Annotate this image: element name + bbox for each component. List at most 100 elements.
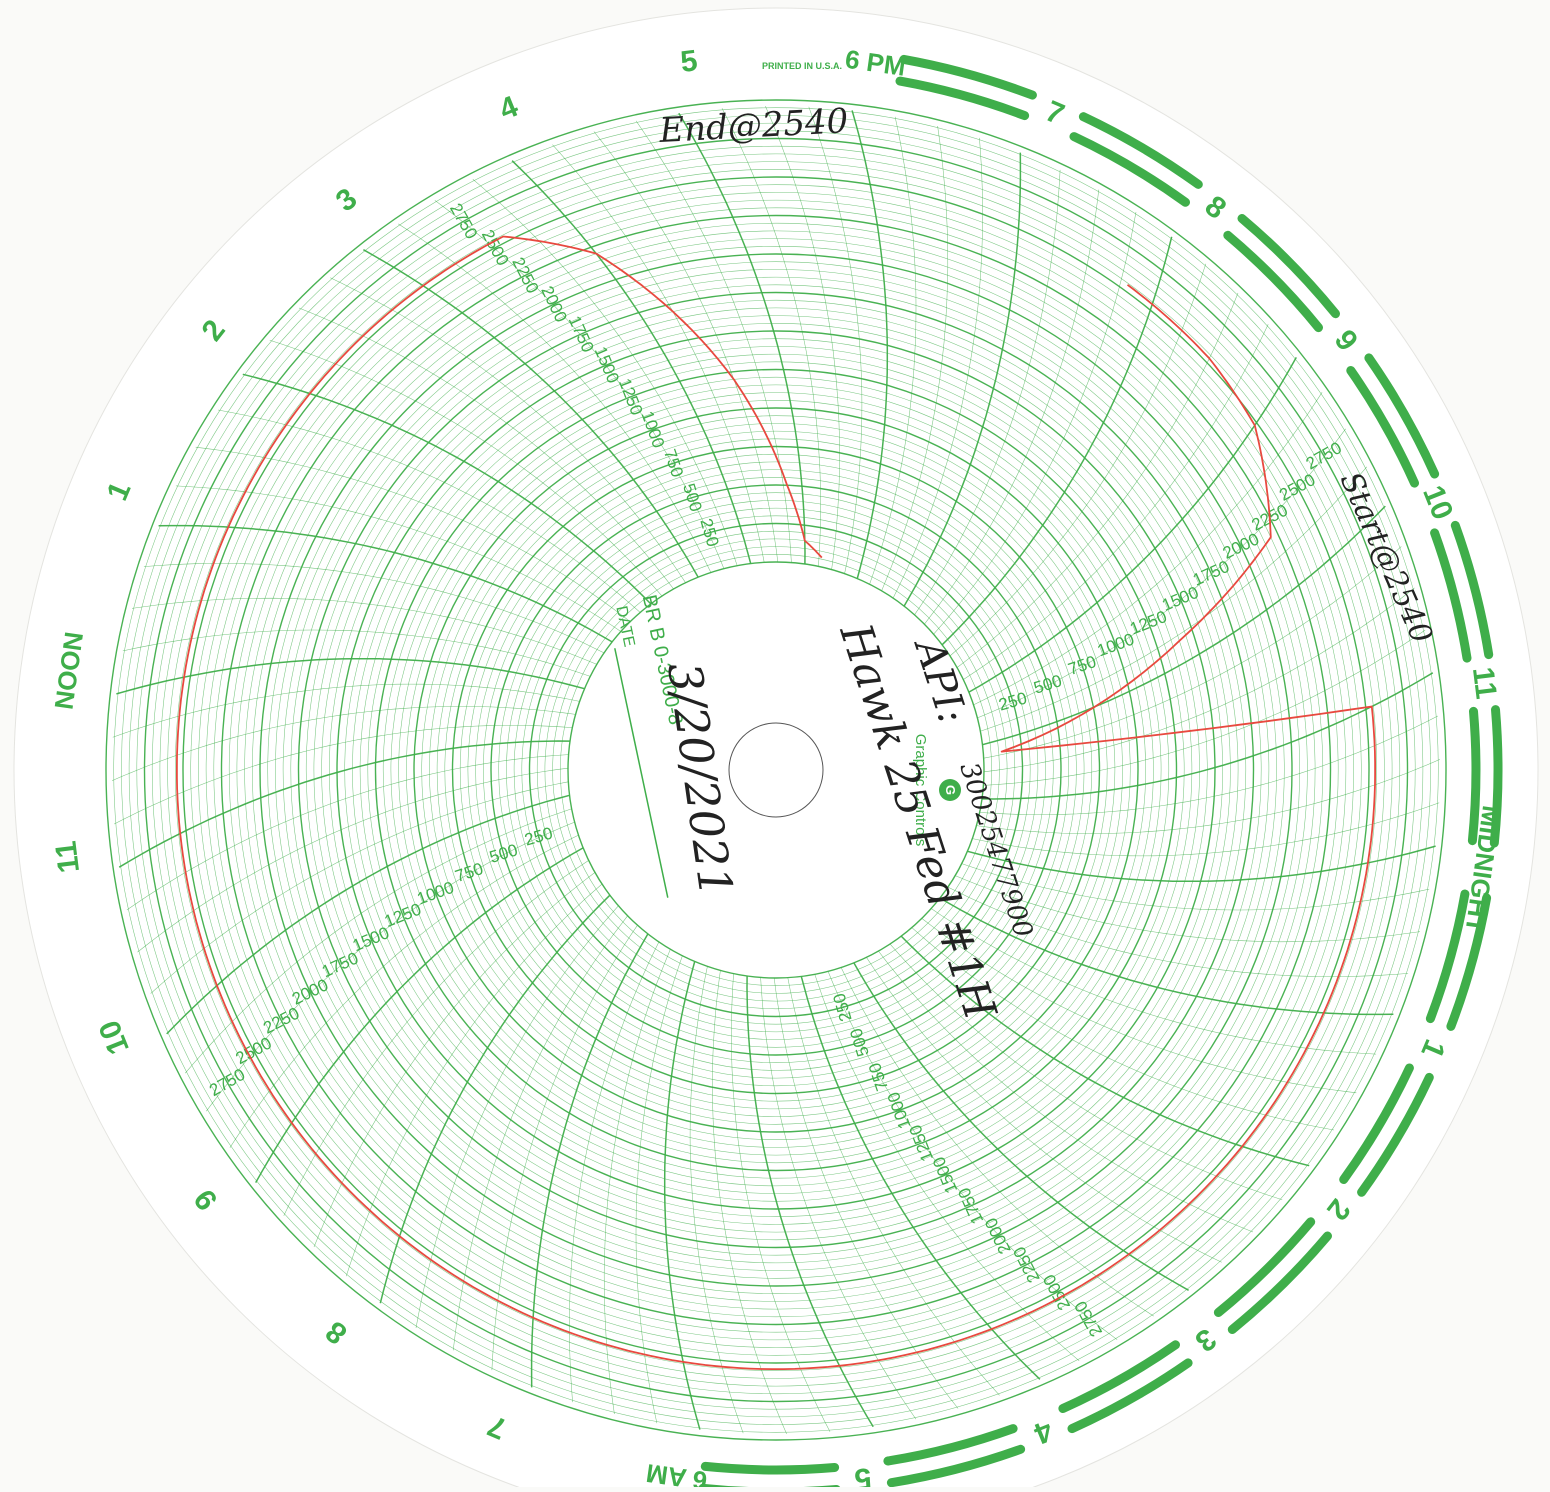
night-band (1339, 1063, 1414, 1184)
minor-ring (313, 307, 1239, 1233)
quarter-hour-arc (635, 120, 792, 563)
night-band (700, 1461, 840, 1475)
hour-arc (166, 794, 570, 1035)
night-band (1069, 132, 1190, 207)
night-band (886, 1444, 1026, 1488)
minor-ring (151, 145, 1401, 1395)
hour-arc (851, 110, 889, 579)
quarter-hour-arc (963, 324, 1269, 680)
quarter-hour-arc (721, 108, 821, 567)
quarter-hour-arc (808, 106, 863, 574)
quarter-hour-arc (924, 189, 1100, 625)
quarter-hour-arc (345, 883, 603, 1277)
quarter-hour-arc (731, 973, 831, 1432)
quarter-hour-arc (491, 925, 638, 1371)
major-ring (528, 522, 1024, 1018)
minor-ring (544, 538, 1008, 1002)
minor-ring (444, 438, 1108, 1102)
quarter-hour-arc (760, 977, 917, 1420)
minor-ring (267, 261, 1285, 1279)
minor-ring (128, 122, 1424, 1418)
pressure-trace (176, 235, 1376, 1370)
hour-arc (903, 152, 1022, 607)
quarter-hour-arc (137, 767, 569, 953)
quarter-hour-arc (814, 974, 1080, 1362)
quarter-hour-arc (593, 131, 779, 563)
hour-arc (242, 373, 652, 605)
hour-arc (678, 112, 806, 565)
hour-arc (663, 961, 701, 1430)
quarter-hour-arc (122, 629, 591, 677)
quarter-hour-arc (143, 563, 605, 654)
quarter-hour-arc (218, 409, 641, 613)
hour-arc (511, 160, 752, 564)
quarter-hour-arc (689, 966, 744, 1434)
quarter-hour-arc (866, 957, 1222, 1263)
hour-arc (118, 740, 571, 868)
paper-disc (13, 7, 1539, 1492)
end-note: End@2540 (657, 101, 849, 151)
minor-ring (536, 530, 1016, 1010)
quarter-hour-arc (947, 886, 1409, 977)
quarter-hour-arc (111, 706, 576, 781)
major-ring (105, 99, 1447, 1441)
quarter-hour-arc (977, 428, 1346, 719)
minor-ring (175, 169, 1377, 1371)
minor-ring (290, 284, 1262, 1256)
quarter-hour-arc (175, 485, 621, 632)
minor-ring (236, 230, 1316, 1310)
night-band (1467, 706, 1481, 846)
quarter-hour-arc (765, 105, 840, 570)
night-band (1450, 520, 1494, 660)
quarter-hour-arc (195, 446, 631, 622)
quarter-hour-arc (313, 872, 596, 1248)
major-ring (490, 484, 1062, 1056)
night-band (1357, 1072, 1434, 1197)
quarter-hour-arc (914, 169, 1061, 615)
minor-ring (421, 415, 1131, 1125)
minor-ring (282, 276, 1270, 1264)
date-underline (614, 648, 669, 898)
quarter-hour-arc (452, 915, 628, 1351)
hour-arc (981, 672, 1434, 800)
quarter-hour-arc (229, 834, 579, 1148)
quarter-hour-arc (827, 971, 1118, 1340)
hour-arc (379, 894, 611, 1304)
hour-arc (967, 845, 1436, 883)
quarter-hour-arc (869, 116, 917, 585)
quarter-hour-arc (787, 977, 1000, 1396)
quarter-hour-arc (184, 808, 572, 1074)
major-ring (220, 214, 1332, 1326)
night-band (1078, 112, 1203, 189)
quarter-hour-arc (889, 943, 1283, 1201)
hour-label: 11 (49, 839, 86, 875)
minor-ring (252, 246, 1300, 1294)
paper-disc-layer (13, 7, 1539, 1492)
quarter-hour-arc (269, 339, 663, 597)
major-ring (451, 445, 1101, 1095)
hour-label: 5 (679, 44, 700, 79)
minor-ring (205, 199, 1347, 1341)
major-ring (336, 330, 1216, 1210)
quarter-hour-arc (569, 941, 660, 1403)
quarter-hour-arc (931, 908, 1377, 1055)
quarter-hour-arc (983, 587, 1415, 773)
quarter-hour-arc (398, 223, 712, 573)
minor-ring (436, 430, 1116, 1110)
minor-ring (159, 153, 1393, 1387)
quarter-hour-arc (983, 629, 1426, 786)
quarter-hour-arc (911, 927, 1334, 1131)
minor-ring (359, 353, 1193, 1187)
night-band (883, 1424, 1018, 1466)
hour-arc (900, 935, 1310, 1167)
quarter-hour-arc (472, 178, 738, 566)
night-band (1213, 1217, 1316, 1317)
night-band (1425, 889, 1470, 1024)
hour-arc (800, 976, 1041, 1380)
hour-arc (530, 933, 649, 1388)
quarter-hour-arc (976, 759, 1441, 834)
brand-logo-group: G Graphic Controls (912, 734, 961, 846)
quarter-hour-arc (892, 137, 983, 599)
